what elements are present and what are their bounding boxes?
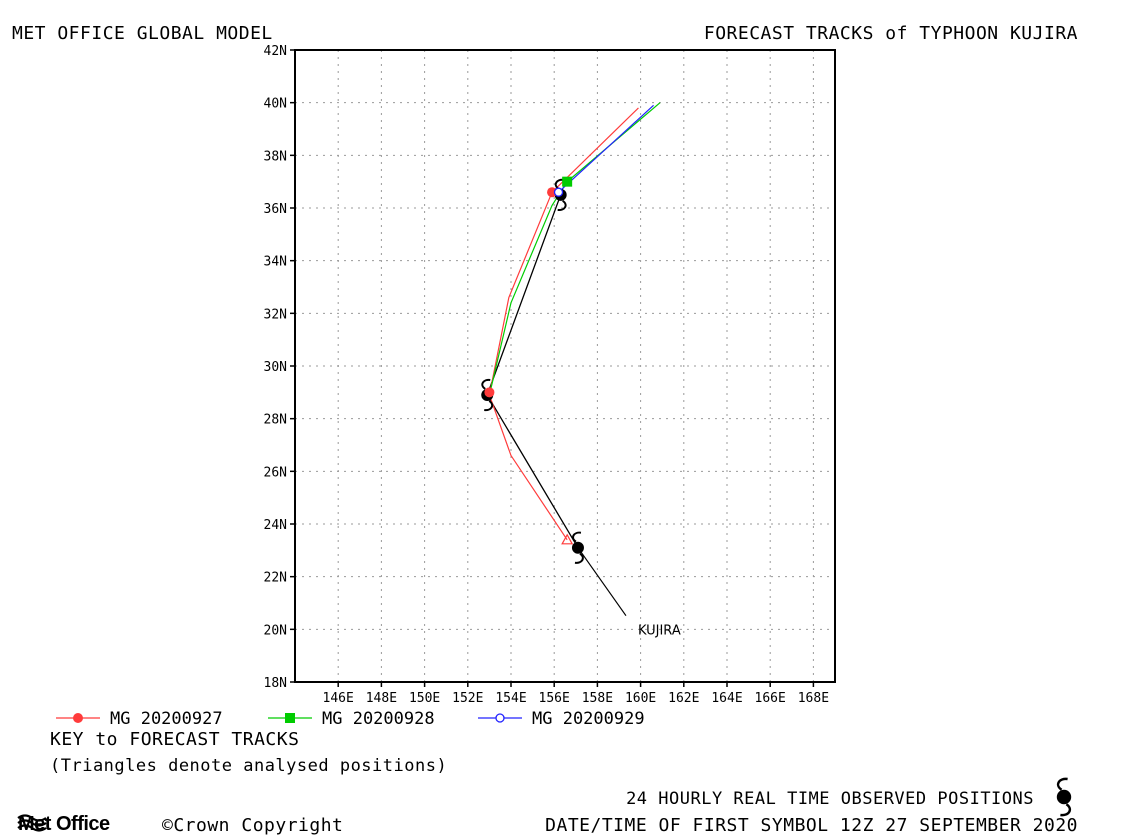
logo-wave: [17, 824, 47, 832]
x-tick-label: 152E: [452, 691, 483, 706]
tick-labels: 18N 20N 22N 24N 26N 28N 30N 32N 34N 36N 38N 40N 42N 1…: [264, 44, 830, 706]
first-symbol-datetime: DATE/TIME OF FIRST SYMBOL 12Z 27 SEPTEMB…: [545, 815, 1078, 836]
cyclone-arm-bottom: [484, 400, 494, 412]
x-tick-label: 148E: [366, 691, 397, 706]
legend-marker-circle: [73, 713, 83, 723]
y-tick-label: 18N: [264, 676, 287, 691]
logo-wave: [17, 819, 47, 827]
y-tick-label: 40N: [264, 97, 287, 112]
storm-label-leader: [577, 547, 627, 617]
tracks-layer: KUJIRA: [481, 102, 681, 639]
y-tick-label: 32N: [264, 307, 287, 322]
cyclone-arm-top: [481, 378, 491, 390]
observed-positions-note: 24 HOURLY REAL TIME OBSERVED POSITIONS: [626, 789, 1034, 809]
cyclone-arm-top: [1056, 777, 1068, 791]
y-tick-label: 22N: [264, 571, 287, 586]
met-office-logo-text: Met Office: [18, 813, 110, 835]
legend-label: MG 20200928: [322, 709, 435, 729]
cyclone-arm-bottom: [574, 552, 584, 564]
x-tick-label: 164E: [711, 691, 742, 706]
y-tick-label: 28N: [264, 413, 287, 428]
key-title: KEY to FORECAST TRACKS: [50, 729, 300, 750]
forecast-track-line: [488, 102, 661, 396]
footer-icons: [17, 777, 1072, 832]
legend-marker-square: [285, 713, 295, 723]
grid-layer: [295, 49, 835, 683]
forecast-marker-open-circle: [553, 187, 564, 197]
forecast-marker-circle: [484, 387, 495, 398]
key-subtitle: (Triangles denote analysed positions): [50, 756, 448, 776]
x-tick-label: 162E: [668, 691, 699, 706]
x-tick-label: 146E: [323, 691, 354, 706]
chart-title-left: MET OFFICE GLOBAL MODEL: [12, 23, 273, 44]
y-tick-label: 36N: [264, 202, 287, 217]
copyright-text: ©Crown Copyright: [162, 815, 344, 836]
analysed-triangle-marker: [561, 533, 574, 545]
logo-wave: [17, 814, 47, 822]
storm-name-label: KUJIRA: [638, 624, 681, 639]
y-tick-label: 20N: [264, 623, 287, 638]
y-tick-label: 26N: [264, 465, 287, 480]
forecast-track-line: [558, 104, 654, 193]
y-tick-label: 30N: [264, 360, 287, 375]
y-tick-label: 24N: [264, 518, 287, 533]
x-tick-label: 158E: [582, 691, 613, 706]
met-office-logo-icon: [17, 814, 47, 832]
observed-track-line: [486, 194, 579, 549]
cyclone-core: [1056, 789, 1072, 805]
chart-title-right: FORECAST TRACKS of TYPHOON KUJIRA: [703, 23, 1078, 44]
x-tick-label: 150E: [409, 691, 440, 706]
cyclone-arm-top: [572, 531, 582, 543]
cyclone-arm-bottom: [1060, 803, 1072, 817]
y-tick-label: 34N: [264, 255, 287, 270]
observed-positions-cyclone-icon: [1056, 777, 1072, 817]
x-tick-label: 156E: [539, 691, 570, 706]
forecast-track-line: [488, 107, 639, 541]
legend-marker-open-circle: [495, 713, 505, 723]
y-tick-label: 38N: [264, 149, 287, 164]
plot-frame: [294, 49, 836, 683]
cyclone-arm-bottom: [557, 200, 567, 211]
legend-label: MG 20200927: [110, 709, 223, 729]
forecast-marker-square: [562, 176, 573, 187]
x-tick-label: 154E: [495, 691, 526, 706]
legend-label: MG 20200929: [532, 709, 645, 729]
x-tick-label: 166E: [755, 691, 786, 706]
forecast-marker-circle: [547, 187, 558, 198]
y-tick-label: 42N: [264, 44, 287, 59]
x-tick-label: 168E: [798, 691, 829, 706]
legend: MG 20200927 MG 20200928 MG 20200929: [56, 709, 645, 729]
x-tick-label: 160E: [625, 691, 656, 706]
